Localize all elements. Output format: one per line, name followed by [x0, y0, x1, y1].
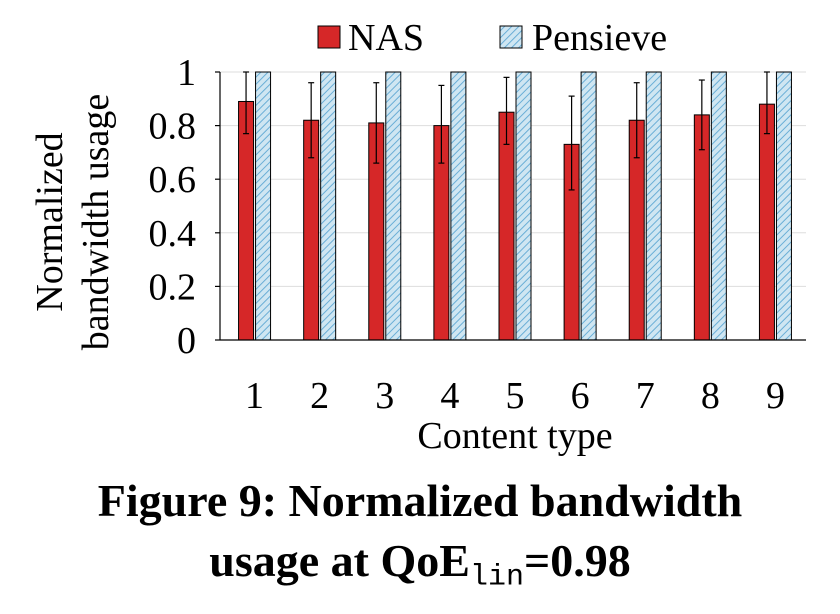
bar-pensieve-9 — [775, 71, 792, 341]
bar-pensieve-4 — [450, 71, 467, 341]
y-tick-label-0: 0 — [177, 320, 196, 362]
x-tick-label-9: 9 — [766, 375, 785, 417]
x-tick-label-4: 4 — [440, 375, 459, 417]
bar-nas-1 — [238, 100, 255, 341]
bar-pensieve-6 — [580, 71, 597, 341]
bar-chart: 1 2 3 4 5 6 7 8 9 0 0.2 0.4 0.6 0.8 1 Content type Norma… — [29, 17, 806, 457]
x-tick-label-5: 5 — [506, 375, 525, 417]
figure-caption-line2: usage at QoElin=0.98 — [0, 535, 840, 595]
caption-line2-suffix: =0.98 — [523, 535, 631, 586]
caption-line1-text: Figure 9: Normalized bandwidth — [97, 475, 743, 526]
axes: 1 2 3 4 5 6 7 8 9 0 0.2 0.4 0.6 0.8 1 Content type Norma… — [29, 52, 806, 457]
y-tick-label-3: 0.6 — [149, 159, 197, 201]
legend-label-pensieve: Pensieve — [532, 17, 667, 59]
figure-caption-line1: Figure 9: Normalized bandwidth — [0, 478, 840, 524]
bar-pensieve-3 — [385, 71, 402, 341]
bar-pensieve-5 — [515, 71, 532, 341]
bar-nas-5 — [498, 111, 515, 341]
x-tick-label-7: 7 — [636, 375, 655, 417]
x-tick-label-3: 3 — [375, 375, 394, 417]
legend: NAS Pensieve — [317, 17, 667, 59]
legend-swatch-pensieve — [499, 25, 523, 49]
bar-pensieve-8 — [710, 71, 727, 341]
x-tick-label-2: 2 — [310, 375, 329, 417]
caption-line2-subscript: lin — [469, 560, 524, 595]
bar-pensieve-7 — [645, 71, 662, 341]
y-tick-label-2: 0.4 — [149, 213, 197, 255]
x-tick-label-8: 8 — [701, 375, 720, 417]
bar-pensieve-1 — [255, 71, 272, 341]
x-tick-label-6: 6 — [571, 375, 590, 417]
y-tick-label-1: 0.2 — [149, 266, 197, 308]
bar-pensieve-2 — [320, 71, 337, 341]
bar-nas-9 — [758, 103, 775, 341]
caption-line2-prefix: usage at QoE — [209, 535, 470, 586]
bars — [238, 71, 792, 341]
y-axis-title-line1: Normalized — [29, 132, 71, 311]
y-tick-label-5: 1 — [177, 52, 196, 94]
y-axis-title-line2: bandwidth usage — [75, 94, 117, 350]
x-axis-title: Content type — [417, 415, 612, 457]
legend-label-nas: NAS — [348, 17, 424, 59]
legend-swatch-nas — [317, 25, 341, 49]
y-tick-label-4: 0.8 — [149, 106, 197, 148]
x-tick-label-1: 1 — [245, 375, 264, 417]
